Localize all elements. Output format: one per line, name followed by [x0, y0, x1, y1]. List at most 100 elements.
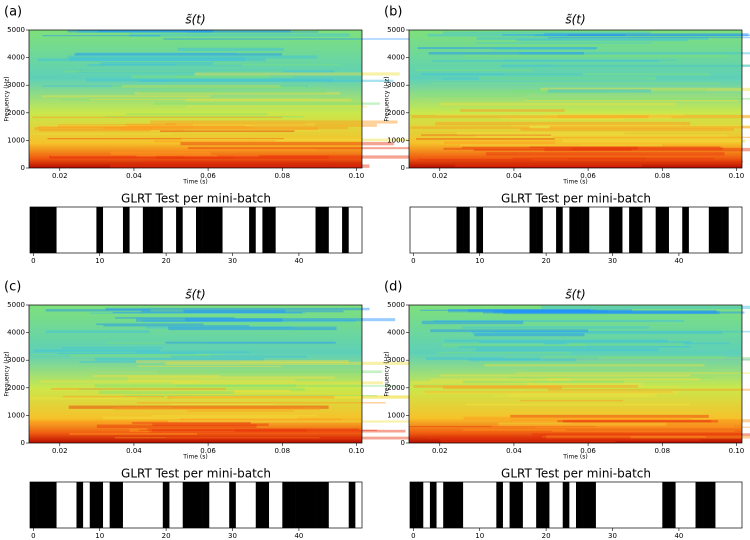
decision-bar: [463, 482, 471, 528]
spectrogram-texture: [433, 319, 685, 322]
spectrogram-texture: [138, 429, 378, 431]
spectrogram-texture: [47, 138, 284, 140]
decision-bar: [342, 482, 350, 528]
spectrogram-texture: [102, 416, 298, 420]
decision-bar: [642, 482, 650, 528]
decision-bar: [502, 207, 510, 253]
spectrogram-texture: [160, 130, 295, 132]
spectrogram-texture: [566, 419, 750, 423]
panel-label: (b): [384, 5, 402, 20]
chart-title: s̃(t): [565, 13, 585, 27]
decision-bar: [189, 482, 197, 528]
decision-bar: [282, 207, 290, 253]
spectrogram-texture: [37, 126, 252, 129]
decision-bar: [642, 207, 650, 253]
spectrogram-texture: [49, 155, 185, 159]
decision-bar: [702, 482, 710, 528]
spectrogram-texture: [528, 369, 711, 371]
spectrogram-texture: [544, 114, 685, 118]
spectrogram-texture: [512, 157, 646, 160]
spectrogram-texture: [180, 141, 394, 146]
decision-bar: [682, 207, 690, 253]
decision-bar: [569, 482, 577, 528]
x-tick-label: 30: [228, 532, 237, 540]
spectrogram-texture: [476, 37, 709, 40]
spectrogram-texture: [61, 346, 163, 349]
spectrogram-texture: [515, 372, 750, 374]
decision-bar: [275, 207, 283, 253]
spectrogram-texture: [460, 109, 565, 112]
decision-bar: [675, 207, 683, 253]
spectrogram-texture: [194, 72, 400, 76]
spectrogram-texture: [57, 353, 198, 355]
x-axis-label: Time (s): [182, 454, 207, 461]
spectrogram-texture: [34, 389, 291, 391]
y-tick-label: 1000: [387, 136, 405, 144]
decision-bar: [142, 207, 150, 253]
x-tick-label: 0.08: [654, 172, 670, 180]
spectrogram-texture: [547, 89, 651, 93]
spectrogram-texture: [485, 152, 725, 156]
decision-bar: [89, 482, 97, 528]
spectrogram-texture: [179, 418, 343, 421]
spectrogram-texture: [494, 330, 750, 333]
x-tick-label: 0.06: [200, 172, 216, 180]
spectrogram-texture: [113, 407, 321, 410]
spectrogram-texture: [432, 60, 659, 62]
spectrogram-texture: [42, 35, 161, 37]
spectrogram-texture: [134, 92, 341, 95]
spectrogram-texture: [474, 332, 585, 337]
spectrogram-texture: [68, 405, 329, 409]
spectrogram-texture: [172, 395, 425, 400]
decision-bar: [463, 207, 471, 253]
y-tick-label: 2000: [387, 109, 405, 117]
spectrogram-texture: [165, 436, 423, 440]
decision-bar: [609, 207, 617, 253]
spectrogram-texture: [465, 55, 731, 58]
spectrogram-texture: [32, 116, 283, 119]
spectrogram-texture: [526, 97, 750, 100]
decision-bar: [635, 482, 643, 528]
chart-title: GLRT Test per mini-batch: [501, 192, 651, 206]
decision-bar: [30, 207, 37, 253]
spectrogram-texture: [416, 90, 612, 94]
decision-bar: [269, 207, 276, 253]
decision-bar: [715, 482, 723, 528]
decision-bar: [282, 482, 290, 528]
decision-bar: [476, 482, 484, 528]
spectrogram-texture: [510, 419, 664, 422]
decision-bar: [83, 207, 91, 253]
decision-bar: [242, 482, 250, 528]
decision-bar: [49, 482, 57, 528]
decision-bar: [196, 207, 203, 253]
spectrogram-texture: [549, 126, 750, 129]
spectrogram-texture: [420, 309, 597, 311]
decision-bar: [429, 482, 437, 528]
spectrogram-texture: [122, 85, 281, 88]
spectrogram-texture: [125, 123, 377, 127]
decision-bar: [229, 482, 237, 528]
spectrogram-texture: [413, 385, 639, 388]
spectrogram-texture: [89, 312, 306, 314]
decision-bar: [489, 207, 497, 253]
spectrogram-texture: [503, 357, 750, 359]
decision-bar: [675, 482, 683, 528]
spectrogram-texture: [503, 59, 677, 61]
spectrogram-texture: [548, 37, 750, 39]
spectrogram-texture: [98, 390, 234, 395]
spectrogram-texture: [468, 358, 577, 362]
decision-bar: [436, 207, 444, 253]
spectrogram-texture: [442, 78, 649, 80]
decision-bar: [602, 482, 610, 528]
decision-bar: [315, 482, 323, 528]
decision-bar: [589, 207, 597, 253]
spectrogram-texture: [491, 424, 735, 428]
spectrogram-texture: [463, 429, 566, 431]
decision-bar: [176, 207, 184, 253]
spectrogram-texture: [553, 64, 750, 67]
decision-bar: [176, 482, 184, 528]
decision-bar: [63, 207, 71, 253]
decision-bar: [682, 482, 690, 528]
spectrogram-texture: [410, 380, 534, 385]
decision-bar: [328, 207, 336, 253]
